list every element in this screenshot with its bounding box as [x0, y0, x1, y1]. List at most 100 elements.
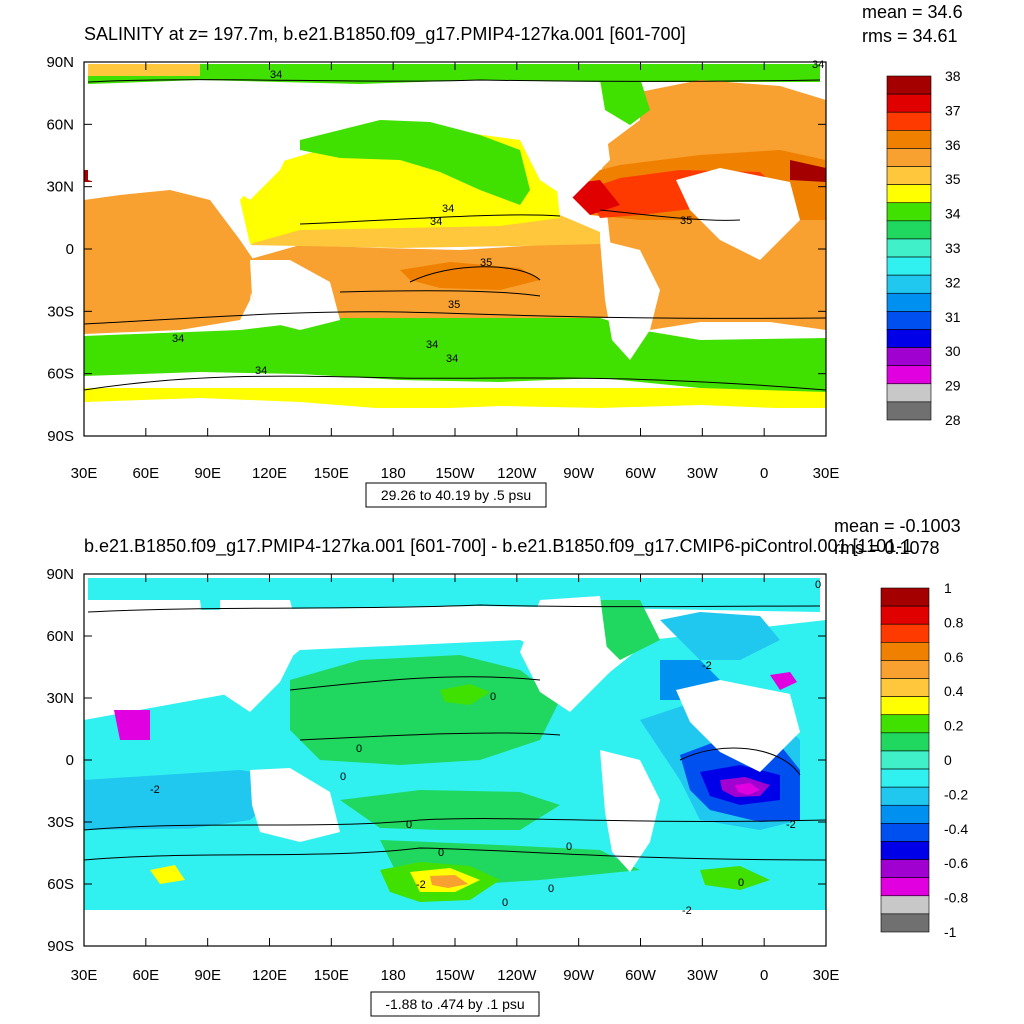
- colorbar-swatch: [880, 877, 930, 897]
- x-tick-label: 150E: [314, 967, 349, 984]
- panel-1-range-note: 29.26 to 40.19 by .5 psu: [381, 487, 531, 503]
- colorbar-swatch: [886, 148, 932, 167]
- y-tick-label: 60N: [46, 116, 74, 133]
- y-tick-label: 60S: [47, 876, 74, 893]
- x-tick-label: 60W: [625, 967, 657, 984]
- x-tick-label: 30E: [71, 967, 98, 984]
- colorbar-swatch: [886, 292, 932, 312]
- x-tick-label: 60E: [132, 465, 159, 482]
- colorbar-label: 34: [945, 206, 961, 222]
- contour-label: 0: [566, 841, 572, 853]
- colorbar-label: 35: [945, 171, 961, 187]
- colorbar-swatch: [886, 111, 932, 131]
- colorbar-swatch: [880, 895, 930, 915]
- colorbar-swatch: [880, 859, 930, 878]
- y-tick-label: 90S: [47, 938, 74, 955]
- colorbar-swatch: [886, 75, 932, 95]
- panel-1-rms: rms = 34.61: [862, 26, 958, 46]
- y-tick-label: 90S: [47, 428, 74, 445]
- colorbar-label: 1: [944, 580, 952, 596]
- colorbar-swatch: [880, 804, 930, 824]
- y-tick-label: 30S: [47, 814, 74, 831]
- colorbar-swatch: [886, 93, 932, 113]
- contour-label: 34: [812, 59, 824, 71]
- x-tick-label: 180: [381, 967, 406, 984]
- contour-label: 34: [270, 69, 282, 81]
- y-tick-label: 60N: [46, 628, 74, 645]
- panel-1-title: SALINITY at z= 197.7m, b.e21.B1850.f09_g…: [84, 24, 686, 45]
- panel-1-mean: mean = 34.6: [862, 2, 963, 22]
- colorbar-swatch: [880, 732, 930, 752]
- colorbar-label: 0.4: [944, 683, 964, 699]
- colorbar-swatch: [886, 130, 932, 149]
- colorbar-swatch: [880, 841, 930, 860]
- contour-label: -2: [150, 784, 160, 796]
- contour-label: 0: [738, 877, 744, 889]
- contour-label: 0: [815, 579, 821, 591]
- colorbar-swatch: [880, 750, 930, 770]
- panel-2-colorbar: 1 0.8 0.6 0.4 0.2 0 -0.2 -0.4 -0.6 -0.8 -1: [880, 580, 968, 940]
- colorbar-swatch: [886, 311, 932, 330]
- colorbar-swatch: [886, 184, 932, 204]
- colorbar-label: 36: [945, 137, 961, 153]
- panel-2-range-note: -1.88 to .474 by .1 psu: [385, 996, 524, 1012]
- panel-2-mean: mean = -0.1003: [834, 516, 961, 536]
- y-tick-label: 30N: [46, 179, 74, 196]
- panel-1-map: [84, 62, 826, 436]
- colorbar-swatch: [880, 623, 930, 643]
- colorbar-label: 37: [945, 102, 961, 118]
- colorbar-swatch: [880, 605, 930, 625]
- colorbar-label: 0.6: [944, 649, 964, 665]
- y-tick-label: 0: [66, 752, 74, 769]
- colorbar-swatch: [880, 587, 930, 607]
- colorbar-label: 32: [945, 274, 961, 290]
- colorbar-label: -1: [944, 924, 957, 940]
- x-tick-label: 0: [760, 967, 768, 984]
- colorbar-swatch: [880, 714, 930, 734]
- y-tick-label: 30S: [47, 303, 74, 320]
- x-tick-label: 30E: [71, 465, 98, 482]
- contour-label: -2: [786, 819, 796, 831]
- colorbar-label: 38: [945, 68, 961, 84]
- colorbar-swatch: [880, 642, 930, 661]
- colorbar-label: -0.2: [944, 786, 968, 802]
- x-tick-label: 30W: [687, 465, 719, 482]
- contour-label: 0: [502, 897, 508, 909]
- x-tick-label: 120W: [497, 967, 537, 984]
- contour-label: -2: [682, 905, 692, 917]
- colorbar-label: -0.8: [944, 890, 968, 906]
- contour-label: 34: [172, 333, 184, 345]
- y-tick-label: 90N: [46, 54, 74, 71]
- x-tick-label: 30W: [687, 967, 719, 984]
- contour-label: 0: [438, 847, 444, 859]
- colorbar-label: 28: [945, 412, 961, 428]
- colorbar-swatch: [886, 238, 932, 258]
- x-tick-label: 150E: [314, 465, 349, 482]
- colorbar-label: 33: [945, 240, 961, 256]
- panel-2-salinity-difference: b.e21.B1850.f09_g17.PMIP4-127ka.001 [601…: [46, 516, 968, 1017]
- colorbar-swatch: [886, 365, 932, 385]
- x-tick-label: 90E: [194, 465, 221, 482]
- contour-label: 0: [356, 743, 362, 755]
- colorbar-label: 0.2: [944, 718, 964, 734]
- colorbar-swatch: [886, 274, 932, 294]
- x-tick-label: 60W: [625, 465, 657, 482]
- colorbar-swatch: [880, 913, 930, 933]
- y-tick-label: 60S: [47, 366, 74, 383]
- panel-2-axes: 30E 60E 90E 120E 150E 180 150W 120W 90W 60W 30W 0 30…: [46, 566, 839, 984]
- x-tick-label: 90E: [194, 967, 221, 984]
- colorbar-swatch: [886, 401, 932, 421]
- colorbar-swatch: [886, 166, 932, 185]
- colorbar-swatch: [880, 660, 930, 679]
- x-tick-label: 90W: [563, 465, 595, 482]
- panel-1-range-box: [365, 482, 547, 508]
- x-tick-label: 120W: [497, 465, 537, 482]
- panel-1-salinity: SALINITY at z= 197.7m, b.e21.B1850.f09_g…: [46, 2, 963, 508]
- colorbar-swatch: [886, 383, 932, 403]
- y-tick-label: 90N: [46, 566, 74, 583]
- colorbar-swatch: [880, 823, 930, 842]
- colorbar-swatch: [880, 768, 930, 788]
- colorbar-label: 30: [945, 343, 961, 359]
- y-tick-label: 30N: [46, 690, 74, 707]
